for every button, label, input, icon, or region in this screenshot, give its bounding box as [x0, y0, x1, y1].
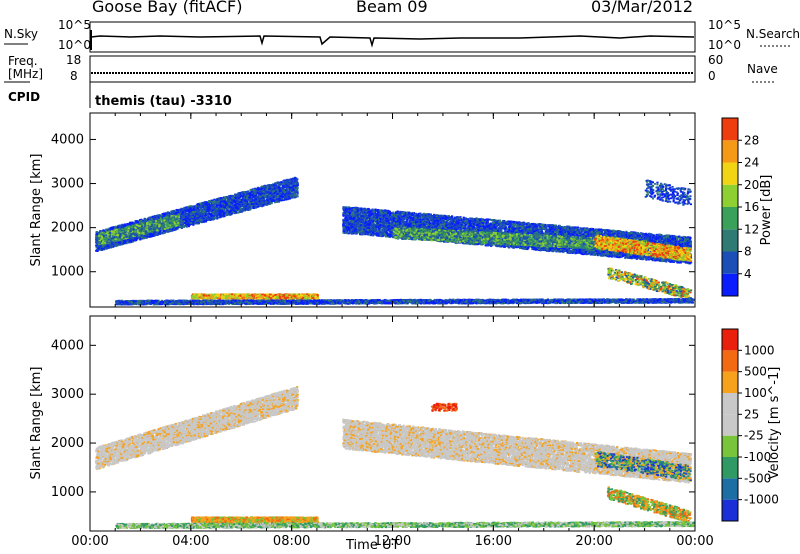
freq-left-tick-bottom: 8: [70, 69, 78, 83]
freq-left-tick-top: 18: [66, 53, 81, 67]
noise-right-tick-top: 10^5: [708, 18, 741, 32]
power-cell: [288, 198, 290, 200]
power-cell: [296, 182, 298, 184]
freq-left-label-2: [MHz]: [8, 67, 43, 81]
frequency-panel: Freq. [MHz] 18 8 60 0 Nave: [4, 53, 778, 83]
cpid-row: CPID themis (tau) -3310: [8, 82, 232, 109]
noise-left-label: N.Sky: [4, 27, 38, 41]
freq-left-label-1: Freq.: [8, 54, 38, 68]
power-cell: [261, 186, 263, 188]
power-cell: [277, 195, 279, 197]
cpid-label: CPID: [8, 90, 40, 104]
power-cell: [207, 211, 209, 213]
power-cell: [144, 218, 146, 220]
power-cell: [96, 231, 98, 233]
power-cell: [286, 179, 288, 181]
power-cell: [289, 196, 291, 198]
noise-right-tick-bottom: 10^0: [708, 38, 741, 52]
power-cell: [215, 214, 217, 216]
noise-sky-line: [91, 36, 694, 45]
noise-panel: N.Sky 10^5 10^0 10^5 10^0 N.Search: [4, 18, 800, 52]
power-cell: [296, 195, 298, 197]
freq-right-label: Nave: [747, 62, 778, 76]
power-data-cells: [95, 177, 694, 306]
power-cell: [250, 189, 252, 191]
power-cell: [184, 222, 186, 224]
freq-frame: [90, 56, 695, 82]
noise-left-tick-bottom: 10^0: [58, 38, 91, 52]
noise-right-label: N.Search: [746, 27, 800, 41]
power-cell: [297, 193, 299, 195]
freq-right-tick-bottom: 0: [708, 69, 716, 83]
noise-left-tick-top: 10^5: [58, 18, 91, 32]
cpid-value: themis (tau) -3310: [95, 94, 232, 109]
freq-right-tick-top: 60: [708, 53, 723, 67]
